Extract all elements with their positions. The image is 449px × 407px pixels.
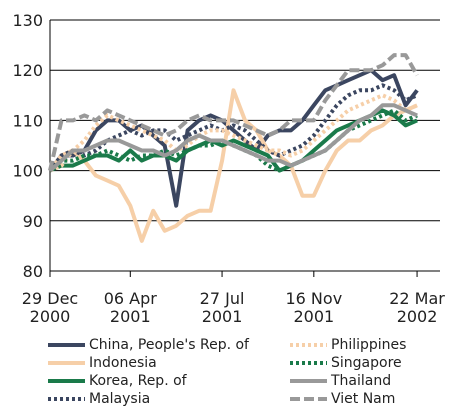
y-tick-label: 100 xyxy=(12,162,43,181)
series-line xyxy=(48,53,419,172)
x-tick-label: 06 Apr 2001 xyxy=(104,289,158,326)
legend-label: China, People's Rep. of xyxy=(89,337,250,353)
series-line xyxy=(48,68,419,208)
legend-label: Malaysia xyxy=(89,391,150,407)
legend-label: Singapore xyxy=(331,355,402,371)
legend-label: Philippines xyxy=(331,337,406,353)
legend-label: Indonesia xyxy=(89,355,157,371)
y-tick-label: 80 xyxy=(23,262,43,281)
x-tick-label: 29 Dec 2000 xyxy=(22,289,78,326)
x-tick-label: 27 Jul 2001 xyxy=(200,289,245,326)
series-line xyxy=(48,88,418,243)
legend-label: Thailand xyxy=(330,373,391,389)
legend-label: Korea, Rep. of xyxy=(89,373,188,389)
y-tick-label: 130 xyxy=(12,11,43,30)
y-tick-label: 120 xyxy=(12,61,43,80)
legend-label: Viet Nam xyxy=(331,391,395,407)
y-tick-label: 90 xyxy=(23,212,43,231)
series-line xyxy=(48,103,418,173)
series-line xyxy=(48,83,418,172)
x-tick-label: 16 Nov 2001 xyxy=(285,289,342,326)
x-tick-label: 22 Mar 2002 xyxy=(389,289,445,326)
y-tick-label: 110 xyxy=(12,111,43,130)
series-line xyxy=(49,93,418,173)
